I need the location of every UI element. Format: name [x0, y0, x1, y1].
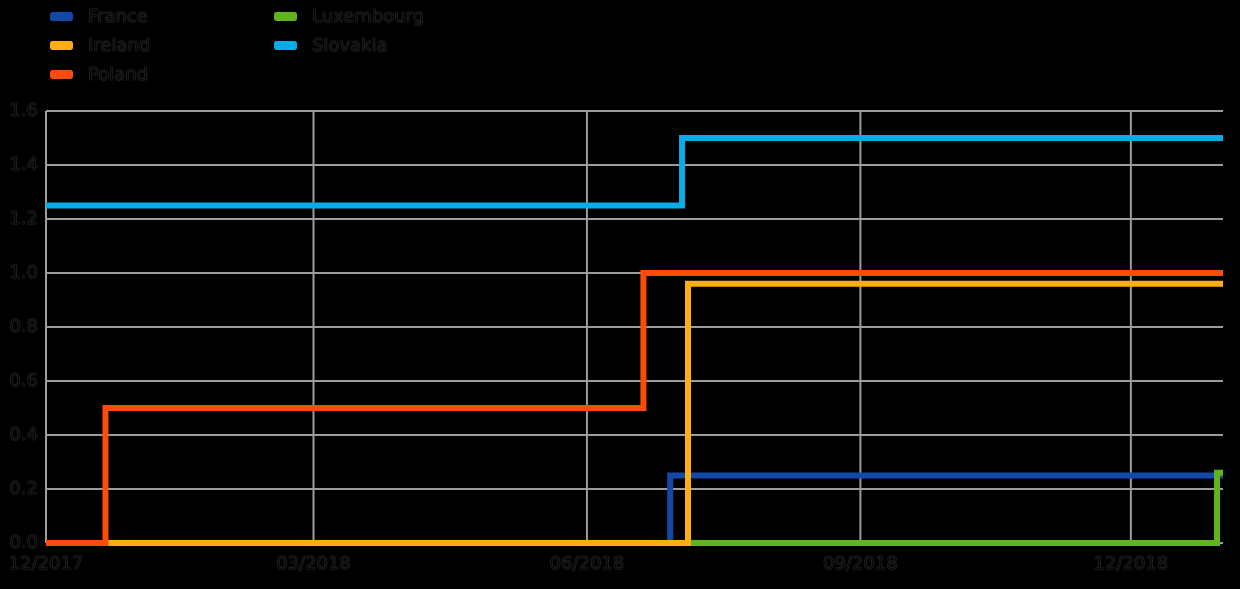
legend-item-slovakia: Slovakia	[274, 31, 498, 60]
gridlines	[45, 110, 1223, 544]
series-line-ireland	[46, 280, 1223, 546]
legend-swatch-ireland	[50, 41, 73, 50]
legend-item-label: Slovakia	[312, 34, 388, 56]
y-tick-label: 0.4	[9, 424, 38, 445]
series-line-poland	[46, 270, 1223, 546]
y-tick-label: 0.6	[9, 370, 38, 391]
y-tick-label: 1.2	[9, 208, 38, 229]
y-tick-label: 1.4	[9, 154, 38, 175]
x-tick-label: 03/2018	[276, 553, 351, 574]
y-tick-label: 0.2	[9, 478, 38, 499]
x-tick-label: 06/2018	[549, 553, 625, 574]
legend-item-ireland: Ireland	[50, 31, 274, 60]
series-line-luxembourg	[46, 469, 1223, 546]
legend-swatch-france	[50, 12, 73, 21]
x-tick-label: 12/2018	[1093, 553, 1169, 574]
legend-item-label: France	[88, 5, 148, 27]
legend-item-luxembourg: Luxembourg	[274, 2, 498, 31]
legend-item-label: Poland	[88, 63, 149, 85]
legend-swatch-poland	[50, 70, 73, 79]
series-line-slovakia	[46, 135, 1223, 209]
chart-legend: France Ireland Poland Luxembourg Slovakia	[50, 2, 498, 89]
x-tick-label: 12/2017	[8, 553, 84, 574]
y-tick-label: 0.0	[9, 532, 38, 553]
x-tick-label: 09/2018	[822, 553, 898, 574]
legend-swatch-slovakia	[274, 41, 297, 50]
legend-item-france: France	[50, 2, 274, 31]
y-tick-label: 0.8	[9, 316, 38, 337]
series-line-france	[46, 472, 1223, 546]
y-tick-label: 1.6	[9, 100, 38, 121]
legend-swatch-luxembourg	[274, 12, 297, 21]
legend-item-poland: Poland	[50, 60, 274, 89]
legend-item-label: Luxembourg	[312, 5, 425, 27]
y-tick-label: 1.0	[9, 262, 38, 283]
legend-item-label: Ireland	[88, 34, 151, 56]
